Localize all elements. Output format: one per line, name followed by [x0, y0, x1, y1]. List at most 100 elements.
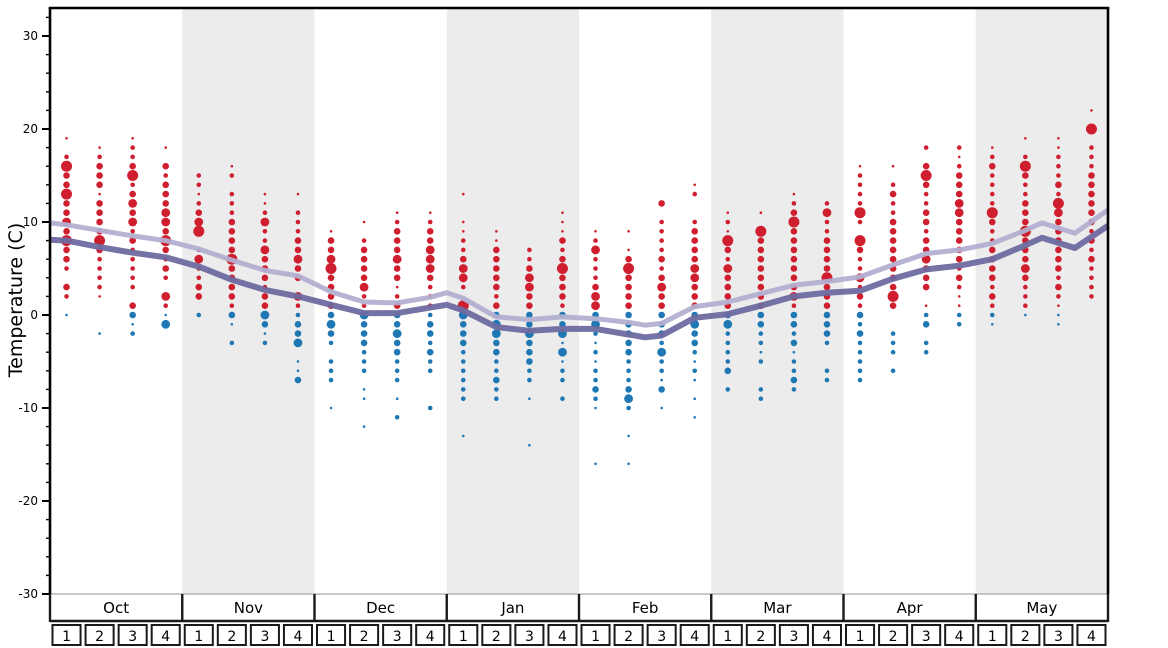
warm-temp-dot: [659, 219, 664, 225]
y-tick-label: 30: [23, 29, 38, 43]
cold-temp-dot: [526, 339, 533, 347]
warm-temp-dot: [129, 190, 136, 198]
warm-temp-dot: [162, 190, 170, 198]
warm-temp-dot: [823, 237, 831, 244]
cold-temp-dot: [594, 406, 597, 410]
warm-temp-dot: [691, 237, 699, 244]
warm-temp-dot: [526, 293, 533, 300]
warm-temp-dot: [889, 218, 897, 226]
warm-temp-dot: [922, 274, 930, 282]
warm-temp-dot: [327, 237, 335, 244]
warm-temp-dot: [955, 218, 963, 226]
warm-temp-dot: [325, 263, 337, 274]
warm-temp-dot: [1088, 181, 1095, 189]
warm-temp-dot: [129, 209, 136, 216]
cold-temp-dot: [923, 312, 929, 318]
warm-temp-dot: [659, 266, 664, 271]
warm-temp-dot: [923, 201, 929, 206]
cold-temp-dot: [823, 330, 831, 337]
warm-temp-dot: [96, 181, 103, 189]
warm-temp-dot: [460, 284, 466, 290]
cold-temp-dot: [824, 377, 830, 383]
week-label: 4: [690, 629, 699, 645]
warm-temp-dot: [921, 254, 931, 264]
cold-temp-dot: [1024, 313, 1027, 317]
warm-temp-dot: [130, 284, 135, 290]
week-cell: [878, 624, 909, 646]
cold-temp-dot: [758, 387, 764, 392]
cold-temp-dot: [294, 330, 302, 337]
warm-temp-dot: [790, 255, 798, 263]
warm-temp-dot: [1089, 163, 1094, 169]
warm-temp-dot: [625, 293, 632, 300]
warm-temp-dot: [98, 192, 101, 196]
warm-temp-dot: [97, 154, 102, 160]
warm-temp-dot: [955, 255, 963, 263]
week-label: 3: [393, 629, 402, 645]
cold-temp-dot: [923, 349, 929, 355]
warm-temp-dot: [1089, 275, 1094, 281]
week-label: 2: [227, 629, 236, 645]
month-label: Apr: [897, 599, 924, 617]
week-label: 3: [789, 629, 798, 645]
cold-temp-dot: [229, 340, 235, 346]
cold-temp-dot: [593, 377, 598, 383]
warm-temp-dot: [361, 238, 367, 243]
warm-temp-dot: [459, 255, 467, 263]
cold-temp-dot: [361, 368, 367, 374]
cold-temp-dot: [792, 350, 796, 354]
warm-temp-dot: [923, 229, 929, 234]
week-cell: [1043, 624, 1074, 646]
warm-temp-dot: [1089, 284, 1094, 290]
warm-temp-dot: [97, 275, 102, 281]
warm-temp-dot: [858, 164, 862, 168]
warm-temp-dot: [229, 191, 235, 197]
cold-temp-dot: [857, 340, 863, 346]
warm-temp-dot: [956, 284, 962, 290]
warm-temp-dot: [64, 154, 69, 160]
cold-temp-dot: [560, 368, 565, 374]
cold-temp-dot: [130, 331, 135, 336]
cold-temp-dot: [360, 330, 368, 337]
cold-temp-dot: [98, 332, 101, 335]
cold-temp-dot: [395, 397, 399, 401]
cold-temp-dot: [757, 321, 765, 328]
warm-temp-dot: [923, 191, 929, 197]
warm-temp-dot: [392, 254, 402, 264]
warm-temp-dot: [63, 209, 70, 216]
cold-temp-dot: [131, 323, 134, 326]
cold-temp-dot: [890, 368, 896, 374]
week-cell: [150, 624, 181, 646]
warm-temp-dot: [261, 255, 269, 263]
cold-temp-dot: [890, 349, 896, 355]
warm-temp-dot: [757, 237, 765, 244]
warm-temp-dot: [395, 285, 399, 289]
warm-temp-dot: [924, 304, 928, 308]
warm-temp-dot: [690, 264, 700, 273]
warm-temp-dot: [427, 219, 433, 225]
week-label: 2: [360, 629, 369, 645]
cold-temp-dot: [427, 405, 433, 411]
cold-temp-dot: [527, 368, 532, 374]
warm-temp-dot: [989, 229, 995, 234]
cold-temp-dot: [393, 321, 401, 328]
cold-temp-dot: [262, 340, 268, 346]
cold-temp-dot: [460, 368, 466, 374]
warm-temp-dot: [1023, 191, 1028, 197]
cold-temp-dot: [791, 359, 797, 364]
cold-temp-dot: [890, 340, 896, 346]
cold-temp-dot: [758, 396, 764, 402]
warm-temp-dot: [1088, 209, 1095, 216]
cold-temp-dot: [824, 368, 830, 374]
warm-temp-dot: [461, 230, 465, 233]
y-axis-title: Temperature (C): [5, 222, 27, 378]
warm-temp-dot: [790, 209, 798, 216]
cold-temp-dot: [394, 377, 400, 383]
warm-temp-dot: [294, 265, 302, 272]
cold-temp-dot: [723, 319, 733, 329]
warm-temp-dot: [194, 254, 204, 264]
warm-temp-dot: [593, 256, 598, 262]
warm-temp-dot: [922, 237, 930, 244]
warm-temp-dot: [857, 191, 863, 197]
